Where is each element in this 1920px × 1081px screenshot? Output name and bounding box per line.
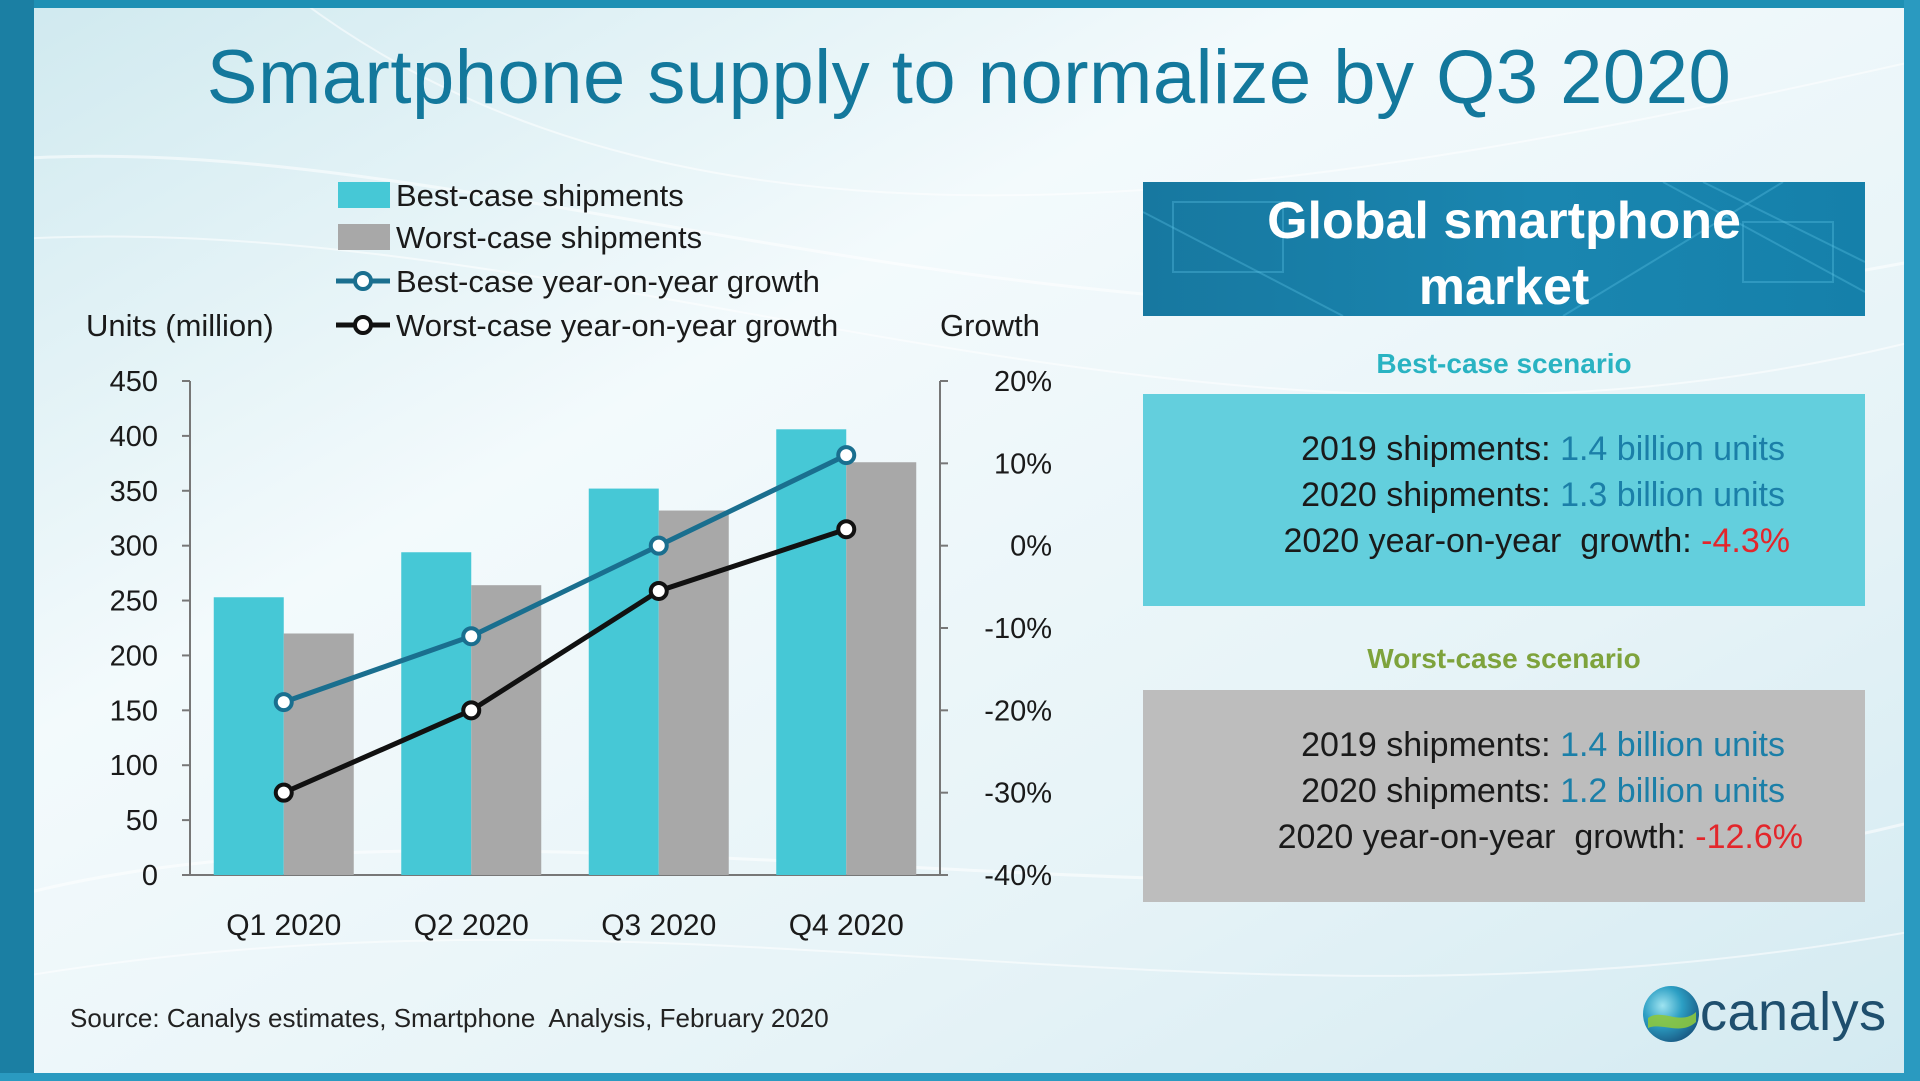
- best-row3-label: 2020 year-on-year growth:: [1283, 522, 1692, 560]
- panel-header: Global smartphone market: [1143, 182, 1865, 316]
- frame-top: [0, 0, 1920, 8]
- best-case-bar: [213, 597, 284, 875]
- y2-tick-label: -20%: [984, 695, 1052, 727]
- worst-row-2019: 2019 shipments: 1.4 billion units: [1143, 722, 1865, 768]
- worst-case-bar: [846, 462, 917, 875]
- best-case-bar: [776, 429, 847, 875]
- worst-case-box: 2019 shipments: 1.4 billion units 2020 s…: [1143, 690, 1865, 902]
- frame-bottom: [0, 1073, 1920, 1081]
- worst-case-label: Worst-case scenario: [1367, 643, 1641, 674]
- frame-left: [0, 0, 34, 1081]
- worst-row2-value: 1.2 billion units: [1560, 772, 1785, 810]
- worst-row1-value: 1.4 billion units: [1560, 726, 1785, 764]
- y-axis-title: Units (million): [86, 308, 274, 343]
- worst-row3-value: -12.6%: [1695, 818, 1803, 856]
- legend-marker: [353, 271, 373, 291]
- best-case-growth-line: [282, 452, 848, 705]
- legend-label: Worst-case year-on-year growth: [396, 308, 838, 343]
- worst-row-growth: 2020 year-on-year growth: -12.6%: [1143, 814, 1865, 860]
- canalys-logo-text: canalys: [1700, 982, 1887, 1042]
- worst-case-growth-point: [273, 782, 294, 803]
- best-case-bar: [588, 488, 659, 875]
- y-tick-label: 200: [110, 640, 158, 672]
- legend-swatch: [338, 182, 390, 208]
- worst-case-growth-line: [282, 526, 848, 795]
- legend-marker: [353, 315, 373, 335]
- y2-axis-title: Growth: [940, 308, 1040, 343]
- y-tick-label: 450: [110, 366, 158, 398]
- y-tick-label: 50: [126, 805, 158, 837]
- worst-case-growth-point: [461, 700, 482, 721]
- worst-row3-label: 2020 year-on-year growth:: [1277, 818, 1686, 856]
- frame-right: [1904, 0, 1920, 1081]
- x-tick-label: Q3 2020: [601, 909, 716, 942]
- y2-tick-label: -30%: [984, 778, 1052, 810]
- worst-row2-label: 2020 shipments:: [1301, 772, 1551, 810]
- best-case-label: Best-case scenario: [1376, 348, 1632, 379]
- y-tick-label: 0: [142, 860, 158, 892]
- header-decoration: [1143, 182, 1865, 316]
- worst-row1-label: 2019 shipments:: [1301, 726, 1551, 764]
- page-title: Smartphone supply to normalize by Q3 202…: [206, 35, 1732, 120]
- x-tick-label: Q4 2020: [789, 909, 904, 942]
- best-row1-value: 1.4 billion units: [1560, 430, 1785, 468]
- legend-label: Best-case year-on-year growth: [396, 264, 820, 299]
- best-case-growth-point: [648, 535, 669, 556]
- y2-tick-label: -40%: [984, 860, 1052, 892]
- y-tick-label: 100: [110, 750, 158, 782]
- legend-swatch: [338, 224, 390, 250]
- best-row2-value: 1.3 billion units: [1560, 476, 1785, 514]
- best-row-growth: 2020 year-on-year growth: -4.3%: [1143, 518, 1865, 564]
- y-tick-label: 400: [110, 421, 158, 453]
- best-row-2020: 2020 shipments: 1.3 billion units: [1143, 472, 1865, 518]
- x-tick-label: Q1 2020: [226, 909, 341, 942]
- panel-header-line2: market: [1418, 258, 1590, 316]
- panel-header-line1: Global smartphone: [1267, 192, 1741, 250]
- best-row1-label: 2019 shipments:: [1301, 430, 1551, 468]
- worst-case-bar: [658, 510, 729, 875]
- best-row2-label: 2020 shipments:: [1301, 476, 1551, 514]
- best-case-growth-point: [273, 692, 294, 713]
- y2-tick-label: -10%: [984, 613, 1052, 645]
- y2-tick-label: 10%: [994, 448, 1052, 480]
- best-row3-value: -4.3%: [1701, 522, 1790, 560]
- y2-tick-label: 0%: [1010, 531, 1052, 563]
- worst-case-bar: [283, 633, 354, 875]
- best-row-2019: 2019 shipments: 1.4 billion units: [1143, 426, 1865, 472]
- worst-case-growth-point: [836, 519, 857, 540]
- best-case-growth-point: [461, 626, 482, 647]
- legend-label: Worst-case shipments: [396, 220, 702, 255]
- worst-row-2020: 2020 shipments: 1.2 billion units: [1143, 768, 1865, 814]
- x-tick-label: Q2 2020: [414, 909, 529, 942]
- y-tick-label: 150: [110, 695, 158, 727]
- best-case-growth-point: [836, 445, 857, 466]
- source-note: Source: Canalys estimates, Smartphone An…: [70, 1003, 829, 1033]
- best-case-box: 2019 shipments: 1.4 billion units 2020 s…: [1143, 394, 1865, 606]
- panel-header-text: Global smartphone market: [1143, 188, 1865, 316]
- canalys-globe-icon: [1643, 986, 1699, 1042]
- legend-label: Best-case shipments: [396, 178, 684, 213]
- y2-tick-label: 20%: [994, 366, 1052, 398]
- y-tick-label: 300: [110, 531, 158, 563]
- worst-case-bar: [471, 585, 542, 875]
- worst-case-growth-point: [648, 580, 669, 601]
- y-tick-label: 350: [110, 476, 158, 508]
- y-tick-label: 250: [110, 586, 158, 618]
